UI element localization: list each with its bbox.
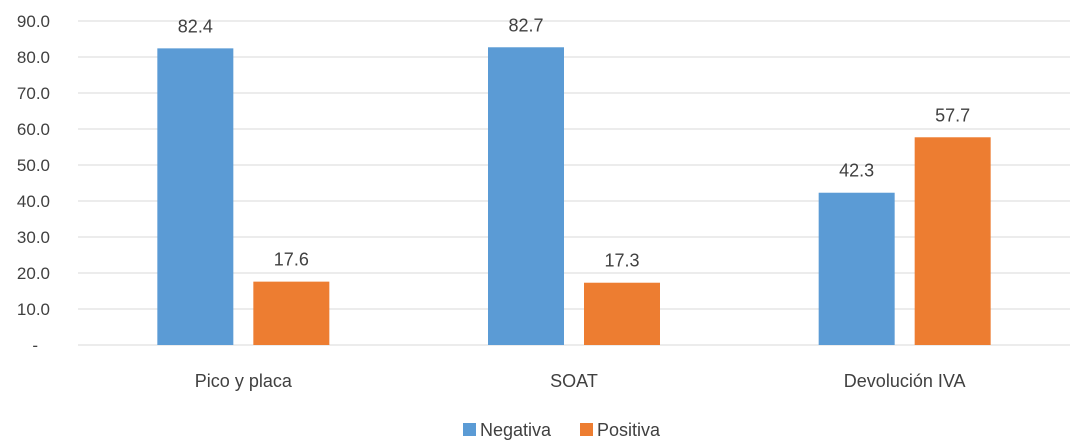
y-axis: - 10.0 20.0 30.0 40.0 50.0 60.0 70.0 80.0 90.0 xyxy=(17,12,50,355)
y-tick-label: 10.0 xyxy=(17,300,50,319)
legend: Negativa Positiva xyxy=(463,420,661,440)
gridlines xyxy=(78,20,1070,346)
bars xyxy=(157,47,991,346)
data-label: 17.3 xyxy=(604,251,639,271)
y-tick-label: 80.0 xyxy=(17,48,50,67)
bar-negativa-0 xyxy=(157,48,234,346)
y-tick-label: 20.0 xyxy=(17,264,50,283)
data-label: 17.6 xyxy=(274,250,309,270)
bar-positiva-1 xyxy=(584,282,660,345)
y-tick-label: 50.0 xyxy=(17,156,50,175)
legend-label-negativa: Negativa xyxy=(480,420,552,440)
data-labels: 82.4 17.6 82.7 17.3 42.3 57.7 xyxy=(178,15,970,270)
legend-swatch-negativa xyxy=(463,423,476,436)
y-tick-label: 30.0 xyxy=(17,228,50,247)
y-tick-label: 90.0 xyxy=(17,12,50,31)
x-tick-label: Pico y placa xyxy=(195,371,293,391)
y-tick-label: 70.0 xyxy=(17,84,50,103)
y-tick-label: - xyxy=(32,336,38,355)
bar-positiva-0 xyxy=(253,281,330,345)
y-tick-label: 60.0 xyxy=(17,120,50,139)
data-label: 57.7 xyxy=(935,105,970,125)
y-tick-label: 40.0 xyxy=(17,192,50,211)
x-tick-label: Devolución IVA xyxy=(844,371,966,391)
data-label: 42.3 xyxy=(839,161,874,181)
data-label: 82.4 xyxy=(178,16,213,36)
bar-negativa-2 xyxy=(818,192,895,345)
bar-negativa-1 xyxy=(488,47,564,345)
data-label: 82.7 xyxy=(508,15,543,35)
legend-label-positiva: Positiva xyxy=(597,420,661,440)
bar-positiva-2 xyxy=(914,137,991,345)
x-axis: Pico y placa SOAT Devolución IVA xyxy=(195,371,966,391)
x-tick-label: SOAT xyxy=(550,371,598,391)
legend-swatch-positiva xyxy=(580,423,593,436)
